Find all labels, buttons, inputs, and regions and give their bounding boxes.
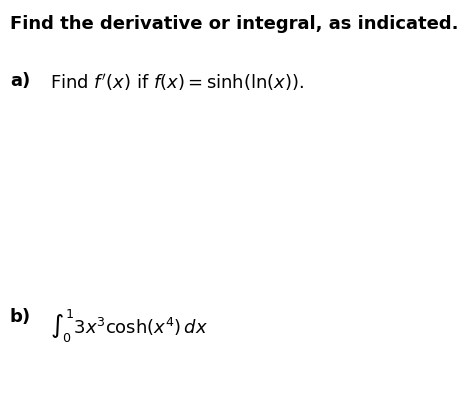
Text: Find the derivative or integral, as indicated.: Find the derivative or integral, as indi… (10, 15, 458, 33)
Text: b): b) (10, 308, 31, 326)
Text: Find $f'(x)$ if $f(x) = \sinh(\ln(x)).$: Find $f'(x)$ if $f(x) = \sinh(\ln(x)).$ (50, 72, 304, 93)
Text: a): a) (10, 72, 30, 90)
Text: $\int_0^1 3x^3 \cosh(x^4)\, dx$: $\int_0^1 3x^3 \cosh(x^4)\, dx$ (50, 308, 208, 345)
